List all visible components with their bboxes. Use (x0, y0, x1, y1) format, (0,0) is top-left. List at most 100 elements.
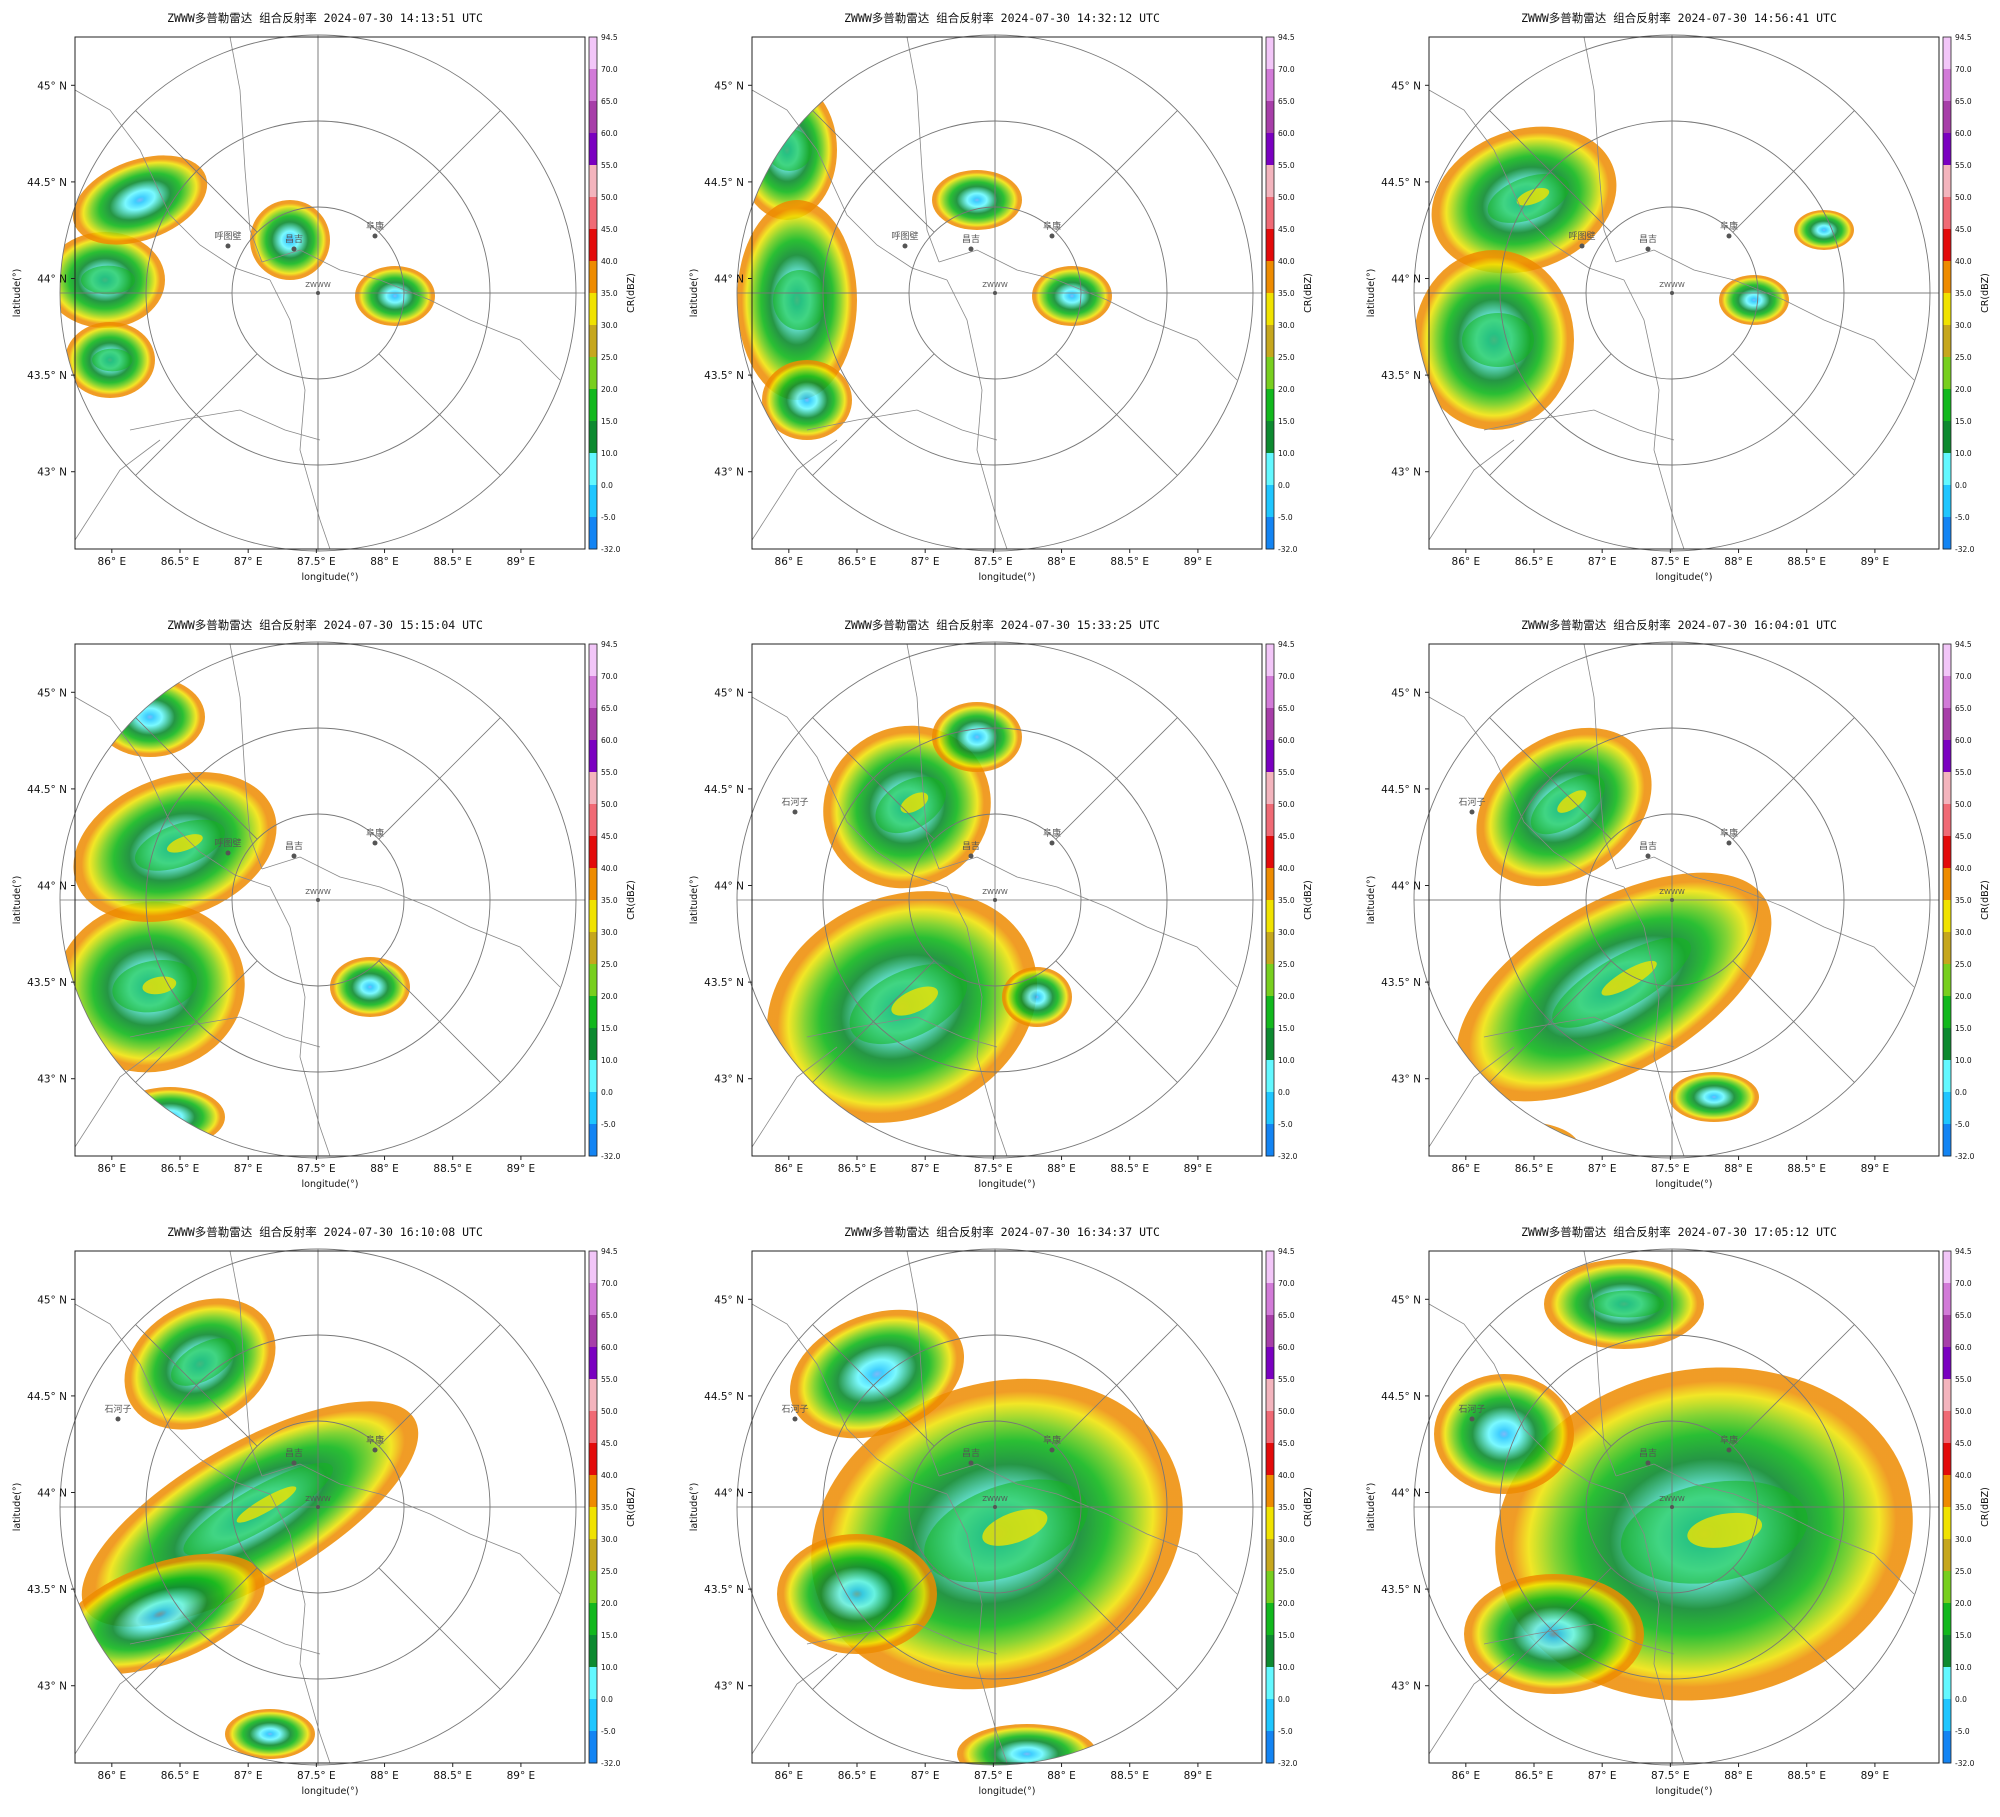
y-tick-label: 44.5° N (27, 1391, 67, 1403)
colorbar-tick-label: 65.0 (1955, 97, 1972, 106)
city-label: 昌吉 (962, 841, 980, 852)
colorbar-segment (1266, 165, 1274, 198)
colorbar-tick-label: 10.0 (1278, 1663, 1295, 1672)
colorbar-segment (589, 964, 597, 997)
city-label: 石河子 (781, 796, 808, 808)
city-label: 昌吉 (962, 234, 980, 245)
x-tick-label: 88° E (370, 1770, 399, 1782)
admin-boundary (938, 1463, 1238, 1595)
admin-boundary (1623, 886, 1685, 1157)
radar-site-marker (1670, 1505, 1674, 1509)
x-tick-label: 87° E (911, 1770, 940, 1782)
admin-boundary (906, 1250, 940, 1477)
colorbar-tick-label: 40.0 (1278, 864, 1295, 873)
colorbar-tick-label: 40.0 (601, 864, 618, 873)
colorbar-segment (1266, 1731, 1274, 1764)
colorbar-tick-label: 0.0 (1278, 1088, 1290, 1097)
y-tick-label: 45° N (1391, 687, 1421, 699)
admin-boundary (1428, 1046, 1515, 1148)
x-axis-label: longitude(°) (979, 1179, 1036, 1190)
azimuth-line (135, 960, 258, 1083)
colorbar-segment (589, 644, 597, 677)
radar-panel-9: ZWWW多普勒雷达 组合反射率 2024-07-30 17:05:12 UTC … (1354, 1214, 2000, 1817)
y-tick-label: 43° N (1391, 1074, 1421, 1086)
y-tick-label: 44° N (714, 881, 744, 893)
x-tick-label: 86.5° E (1515, 1770, 1554, 1782)
colorbar-segment (589, 900, 597, 933)
echo-cell (73, 772, 277, 922)
colorbar-tick-label: 15.0 (1278, 1024, 1295, 1033)
colorbar-segment (1266, 1283, 1274, 1316)
radar-site-label: ZWWW (1659, 281, 1685, 289)
city-marker (291, 1460, 297, 1466)
x-tick-label: 87.5° E (1651, 556, 1690, 568)
city-label: 阜康 (1043, 220, 1061, 232)
echo-region (60, 1553, 265, 1675)
title-prefix: ZWWW多普勒雷达 组合反射率 (167, 11, 317, 25)
echo-peak (891, 986, 938, 1016)
colorbar-segment (1266, 229, 1274, 262)
colorbar-segment (1943, 676, 1951, 709)
colorbar-tick-label: 70.0 (1955, 672, 1972, 681)
colorbar-segment (1943, 1411, 1951, 1444)
colorbar-segment (1266, 932, 1274, 965)
y-tick-label: 45° N (714, 687, 744, 699)
azimuth-line (135, 717, 258, 840)
echo-cell (1002, 967, 1072, 1027)
admin-boundary (751, 439, 838, 541)
y-tick-label: 43° N (37, 1681, 67, 1693)
echo-cell (330, 957, 410, 1017)
admin-boundary (946, 886, 1008, 1157)
radar-site-label: ZWWW (982, 888, 1008, 896)
echo-core (773, 270, 827, 330)
colorbar-tick-label: 70.0 (1955, 1279, 1972, 1288)
azimuth-line (1732, 1324, 1855, 1447)
colorbar-tick-label: 55.0 (1278, 768, 1295, 777)
x-tick-label: 86° E (1452, 1770, 1481, 1782)
colorbar-tick-label: 40.0 (1955, 1471, 1972, 1480)
admin-boundary (938, 856, 1238, 988)
colorbar-tick-label: 60.0 (1955, 736, 1972, 745)
echo-cell (1032, 266, 1112, 326)
city-label: 昌吉 (962, 1448, 980, 1459)
plot-frame (1428, 36, 1940, 550)
colorbar-tick-label: 25.0 (601, 353, 618, 362)
colorbar-tick-label: 30.0 (1955, 321, 1972, 330)
colorbar-segment (1943, 485, 1951, 518)
city-marker (968, 853, 974, 859)
colorbar-segment (1266, 1443, 1274, 1476)
echo-cell (1464, 1574, 1644, 1694)
colorbar-segment (1266, 357, 1274, 390)
x-tick-label: 86° E (1452, 556, 1481, 568)
colorbar-tick-label: 60.0 (601, 736, 618, 745)
echo-region (762, 360, 852, 440)
x-tick-label: 88.5° E (1787, 1770, 1826, 1782)
radar-site-label: ZWWW (982, 1495, 1008, 1503)
city-label: 阜康 (366, 827, 384, 839)
admin-boundary (751, 89, 948, 281)
echo-cell (72, 155, 208, 245)
city-marker (1645, 1460, 1651, 1466)
colorbar-tick-label: -5.0 (1278, 1120, 1293, 1129)
x-tick-label: 88° E (1724, 1770, 1753, 1782)
azimuth-line (812, 1324, 935, 1447)
colorbar-tick-label: 40.0 (1278, 257, 1295, 266)
colorbar-tick-label: 30.0 (601, 1535, 618, 1544)
echo-cell (932, 170, 1022, 230)
panel-title: ZWWW多普勒雷达 组合反射率 2024-07-30 16:04:01 UTC (1464, 617, 1894, 633)
colorbar-tick-label: -5.0 (1955, 513, 1970, 522)
y-tick-label: 44° N (714, 1488, 744, 1500)
colorbar-tick-label: 25.0 (1955, 1567, 1972, 1576)
city-label: 石河子 (1458, 1403, 1485, 1415)
azimuth-line (812, 717, 935, 840)
colorbar-tick-label: -32.0 (601, 545, 621, 554)
colorbar-tick-label: 15.0 (1278, 1631, 1295, 1640)
echo-cell (1719, 275, 1789, 325)
title-timestamp: 2024-07-30 16:10:08 UTC (323, 1225, 483, 1239)
colorbar-segment (1943, 1283, 1951, 1316)
echo-core (92, 348, 133, 372)
echo-cell (1434, 1374, 1574, 1494)
colorbar-tick-label: 10.0 (1278, 1056, 1295, 1065)
city-label: 阜康 (366, 220, 384, 232)
colorbar-tick-label: 10.0 (1278, 449, 1295, 458)
